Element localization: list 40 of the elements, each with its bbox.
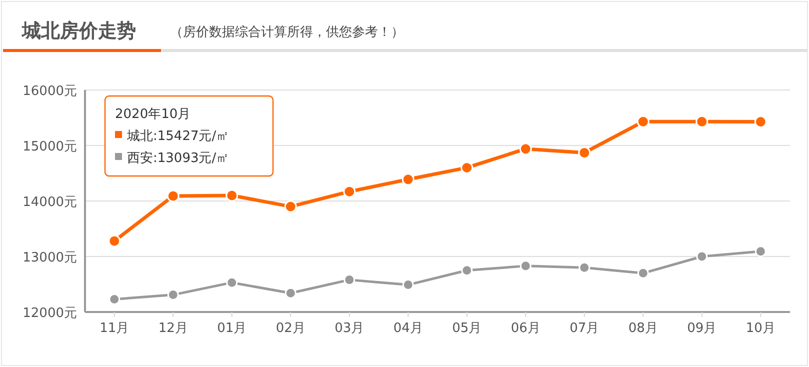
- point: [226, 276, 238, 288]
- x-tick-label: 12月: [158, 321, 188, 336]
- point: [636, 115, 650, 128]
- point: [284, 200, 297, 213]
- x-tick-label: 11月: [100, 321, 130, 336]
- point: [754, 246, 766, 258]
- point: [520, 260, 532, 272]
- y-tick-label: 13000元: [22, 250, 77, 266]
- point: [284, 287, 296, 299]
- point: [696, 115, 708, 128]
- y-tick-label: 12000元: [22, 306, 77, 321]
- x-tick-label: 08月: [628, 321, 658, 336]
- point: [696, 250, 708, 262]
- x-tick-label: 02月: [276, 321, 306, 336]
- annotation: 2020年10月: [115, 107, 191, 122]
- point: [166, 190, 180, 202]
- point: [343, 185, 356, 198]
- x-tick-label: 10月: [746, 321, 776, 336]
- point: [637, 267, 649, 279]
- tooltip: 2020年10月 城北:15427元/㎡ 西安:13093元/㎡: [104, 95, 274, 177]
- chart-title: 城北房价走势: [21, 20, 136, 42]
- x-tick-label: 04月: [393, 321, 423, 336]
- y-tick-label: 14000元: [22, 195, 77, 210]
- x-tick-label: 07月: [570, 321, 600, 336]
- point: [226, 189, 238, 202]
- point: [578, 262, 590, 274]
- point: [519, 142, 532, 156]
- x-tick-label: 05月: [452, 321, 482, 336]
- x-tick-label: 09月: [687, 321, 717, 336]
- point: [402, 173, 414, 186]
- point: [108, 234, 121, 248]
- x-tick-label: 03月: [334, 321, 364, 336]
- point: [461, 264, 473, 276]
- x-tick-label: 01月: [217, 321, 247, 336]
- chart-subtitle: （房价数据综合计算所得，供您参考！）: [170, 24, 404, 40]
- y-tick-label: 15000元: [22, 140, 77, 154]
- annotation: 西安:13093元/㎡: [127, 150, 230, 166]
- y-tick-label: 16000元: [22, 84, 77, 99]
- x-tick-label: 06月: [510, 321, 540, 336]
- annotation: 城北:15427元/㎡: [126, 129, 230, 144]
